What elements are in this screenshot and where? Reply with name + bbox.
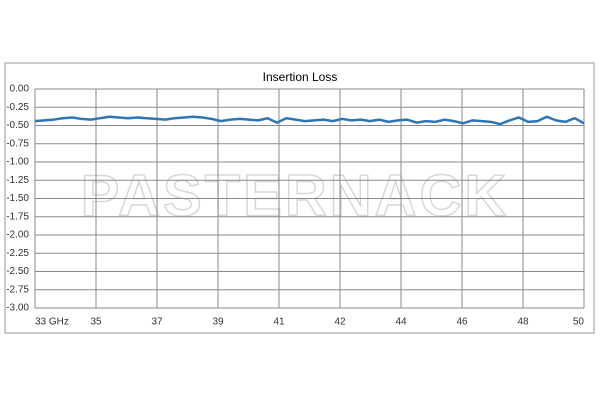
y-tick-label: -1.00 <box>6 157 29 168</box>
x-tick-label: 46 <box>456 317 468 328</box>
x-tick-label: 42 <box>334 317 346 328</box>
y-tick-label: 0.00 <box>10 84 30 95</box>
y-tick-label: -0.75 <box>6 138 29 149</box>
y-tick-label: -2.25 <box>6 248 29 259</box>
y-tick-label: -2.50 <box>6 266 29 277</box>
x-tick-label: 48 <box>517 317 529 328</box>
y-tick-label: -2.00 <box>6 230 29 241</box>
watermark: PASTERNACK <box>81 163 510 228</box>
y-tick-label: -3.00 <box>6 303 29 314</box>
y-tick-label: -0.25 <box>6 102 29 113</box>
y-tick-label: -1.25 <box>6 175 29 186</box>
x-tick-label: 41 <box>273 317 285 328</box>
y-tick-label: -0.50 <box>6 120 29 131</box>
chart-title: Insertion Loss <box>263 70 338 84</box>
x-tick-label: 33 GHz <box>35 317 69 328</box>
x-tick-label: 35 <box>90 317 102 328</box>
data-line <box>34 115 585 126</box>
x-tick-label: 44 <box>395 317 407 328</box>
x-tick-label: 39 <box>212 317 224 328</box>
y-tick-label: -1.50 <box>6 193 29 204</box>
y-tick-label: -2.75 <box>6 284 29 295</box>
x-tick-label: 37 <box>151 317 163 328</box>
y-tick-label: -1.75 <box>6 211 29 222</box>
x-tick-label: 50 <box>573 317 585 328</box>
